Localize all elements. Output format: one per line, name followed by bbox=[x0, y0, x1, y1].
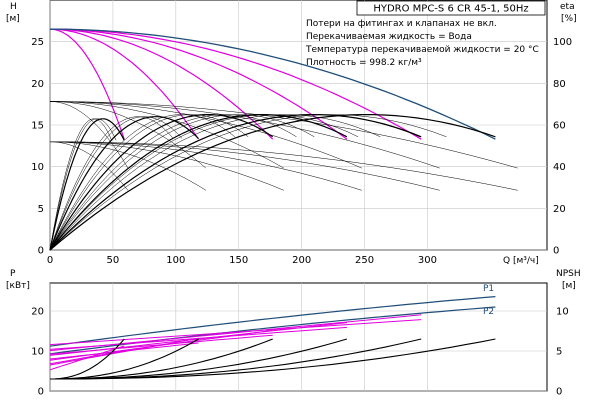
efficiency-curve-line bbox=[49, 114, 274, 251]
head-curve-line bbox=[50, 28, 199, 140]
reduced-speed-curve bbox=[49, 101, 518, 169]
y-tick-label-eta: 80 bbox=[553, 79, 566, 90]
y-tick-label-eta: 20 bbox=[553, 204, 566, 215]
y-tick-label-npsh: 5 bbox=[556, 347, 562, 358]
power-curve-p1 bbox=[49, 296, 496, 347]
y-tick-label-p: 0 bbox=[38, 387, 44, 398]
y-tick-label-eta: 0 bbox=[553, 246, 559, 257]
axis-label-h: H bbox=[10, 2, 17, 12]
y-tick-label-h: 10 bbox=[31, 162, 44, 173]
x-tick-label: 150 bbox=[229, 255, 248, 266]
y-tick-label-npsh: 0 bbox=[556, 387, 562, 398]
efficiency-curve-thin bbox=[49, 114, 447, 251]
note-temperature: Температура перекачиваемой жидкости = 20… bbox=[305, 45, 539, 55]
npsh-curve-line bbox=[50, 338, 125, 380]
efficiency-curve-line bbox=[49, 114, 496, 251]
axis-label-p: P bbox=[10, 269, 16, 279]
efficiency-curve-thin bbox=[49, 116, 183, 251]
y-tick-label-h: 5 bbox=[38, 204, 44, 215]
x-tick-label: 50 bbox=[107, 255, 120, 266]
efficiency-curve-thin bbox=[49, 114, 315, 251]
chart-title: HYDRO MPC-S 6 CR 45-1, 50Hz bbox=[373, 4, 528, 15]
partial-power-curve bbox=[49, 342, 199, 360]
head-grid bbox=[49, 0, 547, 251]
y-tick-label-eta: 100 bbox=[553, 37, 572, 48]
reduced-speed-curve bbox=[49, 101, 362, 169]
y-tick-label-h: 15 bbox=[31, 121, 44, 132]
partial-power-curve bbox=[49, 350, 125, 365]
x-tick-label: 300 bbox=[418, 255, 437, 266]
axis-label-q: Q [м³/ч] bbox=[503, 256, 539, 266]
axis-unit-h: [м] bbox=[6, 14, 20, 24]
head-curve-line bbox=[50, 28, 274, 140]
power-curves bbox=[49, 296, 496, 380]
y-tick-label-p: 20 bbox=[31, 307, 44, 318]
x-tick-label: 200 bbox=[292, 255, 311, 266]
series-label-p1: P1 bbox=[483, 284, 494, 294]
reduced-speed-curve bbox=[50, 141, 207, 191]
axis-unit-p: [кВт] bbox=[6, 281, 30, 291]
partial-power-curve bbox=[49, 319, 422, 346]
efficiency-curve-line bbox=[49, 118, 125, 251]
y-tick-label-h: 20 bbox=[31, 79, 44, 90]
efficiency-curve-thin bbox=[49, 118, 112, 251]
head-curve-line bbox=[50, 28, 348, 140]
y-tick-label-h: 0 bbox=[38, 246, 44, 257]
efficiency-curve-thin bbox=[49, 114, 297, 251]
x-tick-label: 250 bbox=[355, 255, 374, 266]
note-fittings: Потери на фитингах и клапанах не вкл. bbox=[306, 19, 497, 29]
efficiency-curve-thin bbox=[49, 114, 235, 251]
y-tick-label-eta: 40 bbox=[553, 162, 566, 173]
head-envelope-line bbox=[50, 28, 496, 140]
series-label-p2: P2 bbox=[483, 307, 494, 317]
y-tick-label-eta: 60 bbox=[553, 121, 566, 132]
partial-power-curve bbox=[49, 314, 422, 352]
reduced-speed-curve bbox=[50, 141, 440, 191]
axis-unit-eta: [%] bbox=[561, 14, 577, 24]
title-box bbox=[356, 0, 546, 16]
head-curves bbox=[49, 28, 518, 251]
efficiency-curve-thin bbox=[49, 114, 249, 251]
reduced-speed-curve bbox=[49, 101, 129, 169]
efficiency-curve-thin bbox=[49, 114, 381, 251]
efficiency-curve-thin bbox=[49, 114, 420, 251]
axis-label-npsh: NPSH bbox=[556, 269, 581, 279]
efficiency-curve-thin bbox=[49, 118, 117, 251]
y-tick-label-npsh: 10 bbox=[556, 307, 569, 318]
axis-label-eta: eta bbox=[560, 2, 575, 12]
reduced-speed-curve bbox=[50, 141, 518, 191]
head-curve-line bbox=[50, 28, 422, 140]
y-tick-label-h: 25 bbox=[31, 37, 44, 48]
partial-power-curve bbox=[49, 337, 199, 366]
power-grid bbox=[49, 283, 547, 392]
y-tick-label-p: 10 bbox=[31, 347, 44, 358]
x-tick-label: 100 bbox=[166, 255, 185, 266]
x-tick-label: 0 bbox=[47, 255, 53, 266]
note-density: Плотность = 998.2 кг/м³ bbox=[306, 58, 422, 68]
reduced-speed-curve bbox=[50, 141, 129, 191]
efficiency-curve-thin bbox=[49, 114, 359, 251]
axis-ticks: 0 50 100 150 200 250 3000510152025020406080100… bbox=[31, 37, 572, 397]
reduced-speed-curve bbox=[49, 101, 440, 169]
head-curve-line bbox=[50, 28, 125, 140]
note-fluid: Перекачиваемая жидкость = Вода bbox=[306, 32, 472, 42]
npsh-curve-line bbox=[50, 338, 496, 380]
axis-unit-npsh: [м] bbox=[562, 281, 576, 291]
npsh-curve-line bbox=[50, 338, 348, 380]
efficiency-curve-line bbox=[49, 114, 348, 251]
efficiency-curve-thin bbox=[49, 116, 174, 251]
power-panel-frame bbox=[49, 282, 548, 392]
reduced-speed-curve bbox=[50, 141, 284, 191]
